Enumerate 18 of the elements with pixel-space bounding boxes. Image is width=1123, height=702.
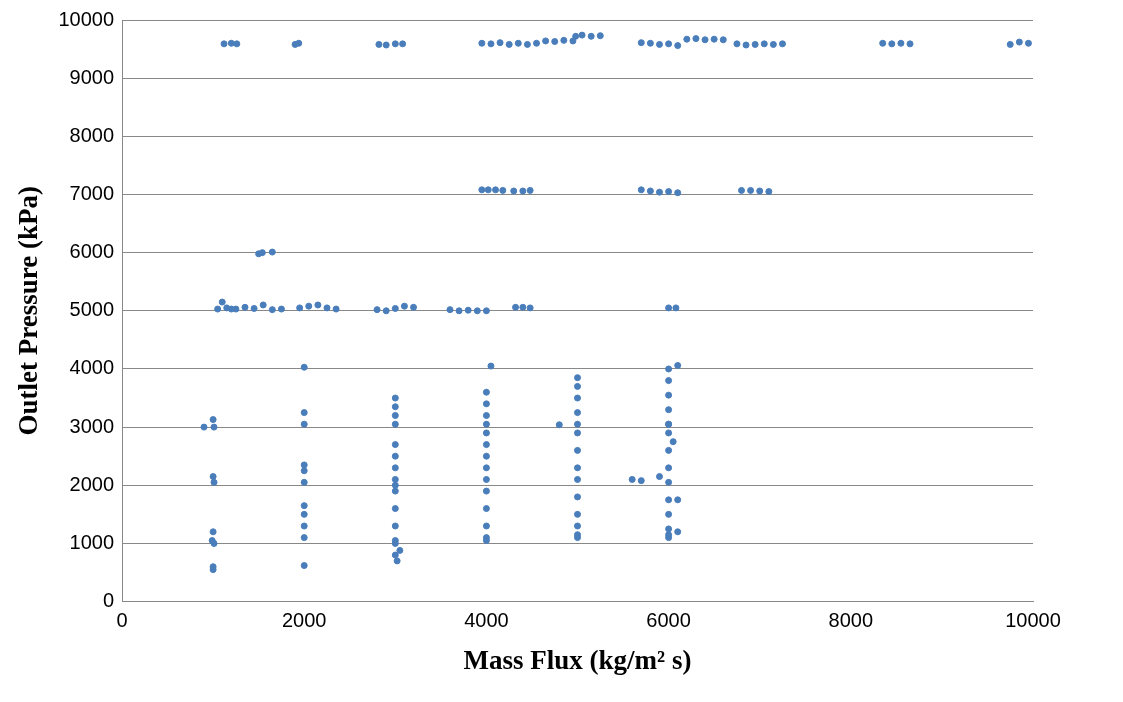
y-tick-label: 2000 — [69, 472, 115, 495]
y-tick-label: 8000 — [69, 123, 115, 146]
y-tick-label: 3000 — [69, 414, 115, 437]
y-tick-label: 4000 — [69, 356, 115, 379]
x-tick-label: 10000 — [1005, 609, 1061, 632]
y-tick-label: 5000 — [69, 298, 115, 321]
y-axis-title: Outlet Pressure (kPa) — [13, 186, 44, 436]
x-tick-label: 2000 — [281, 609, 327, 632]
x-axis-title: Mass Flux (kg/m² s) — [463, 644, 692, 675]
y-tick-label: 7000 — [69, 182, 115, 204]
x-tick-label: 8000 — [828, 609, 874, 632]
y-tick-label: 10000 — [58, 7, 115, 30]
x-tick-label: 4000 — [464, 609, 509, 632]
y-tick-label: 0 — [102, 589, 115, 612]
y-tick-label: 6000 — [69, 240, 115, 263]
y-tick-label: 1000 — [69, 530, 115, 553]
x-tick-label: 6000 — [646, 609, 691, 632]
y-tick-label: 9000 — [69, 65, 115, 88]
